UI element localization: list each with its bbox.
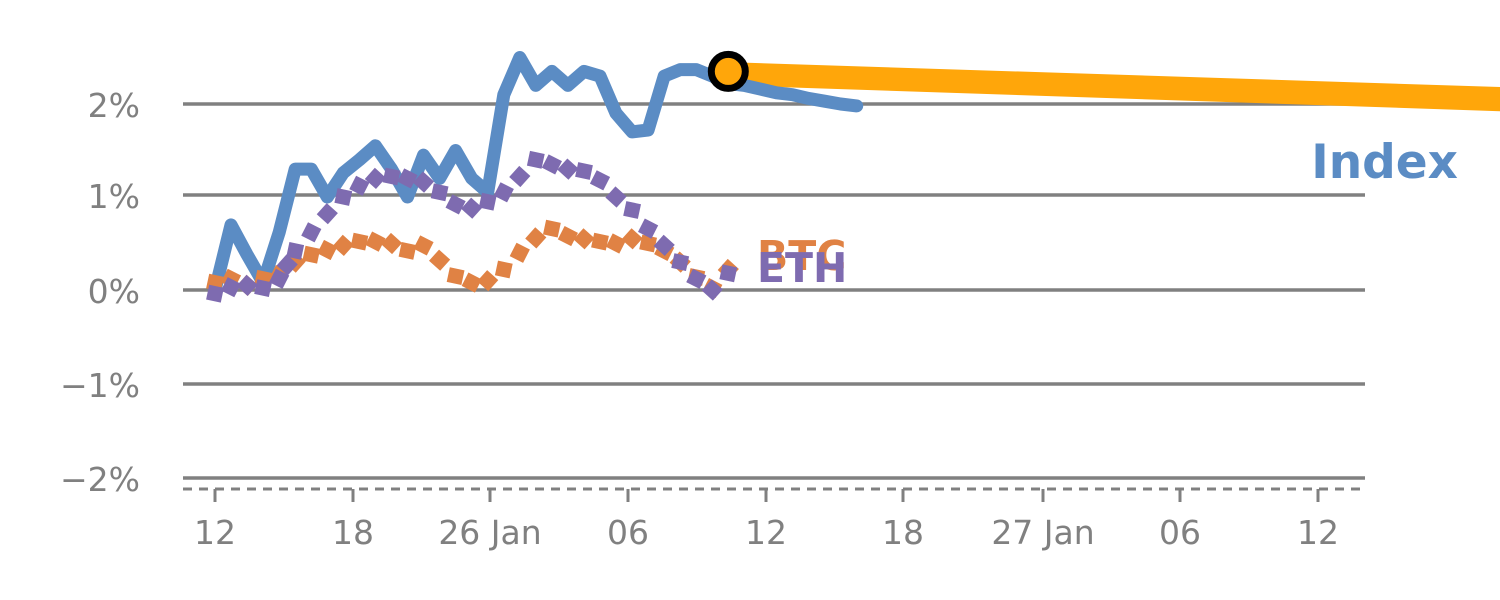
y-tick-label-neg1pct: −1% (60, 366, 140, 405)
x-tick-label-6: 18 (882, 513, 924, 552)
series-dot (477, 270, 499, 292)
series-dot (430, 183, 449, 202)
series-dot (638, 218, 659, 239)
x-tick-label-7: 27 Jan (991, 513, 1094, 552)
series-label-index: Index (1311, 135, 1458, 190)
current-value-marker[interactable] (707, 50, 749, 92)
series-dot (671, 253, 690, 271)
series-dot (525, 227, 547, 249)
x-tick-label-1: 12 (194, 513, 236, 552)
y-axis-tick-labels: 2% 1% 0% −1% −2% (60, 86, 140, 499)
x-tick-label-8: 06 (1159, 513, 1201, 552)
series-dot (412, 171, 435, 193)
series-dot (397, 168, 418, 189)
series-dot (236, 274, 258, 296)
y-tick-label-1pct: 1% (88, 177, 140, 216)
series-dot (589, 170, 611, 191)
series-dot (398, 242, 417, 260)
series-dot (206, 284, 224, 303)
series-dot (478, 192, 497, 211)
y-tick-label-2pct: 2% (88, 86, 140, 125)
series-dot (446, 267, 465, 285)
series-dot (575, 162, 593, 180)
series-dot (429, 249, 451, 271)
series-dot (269, 268, 290, 289)
series-dot (316, 203, 338, 225)
series-dot (220, 277, 242, 298)
series-dot (382, 167, 401, 186)
series-dot (543, 219, 561, 238)
series-dots-eth (206, 150, 738, 303)
series-dot (557, 226, 578, 247)
series-dot (557, 158, 579, 180)
series-dot (302, 245, 321, 264)
y-tick-label-0pct: 0% (88, 272, 140, 311)
series-dot (349, 175, 370, 196)
series-dot (461, 197, 483, 219)
series-dot (509, 165, 531, 188)
x-axis: 12 18 26 Jan 06 12 18 27 Jan 06 12 (183, 487, 1365, 552)
x-tick-label-2: 18 (332, 513, 374, 552)
series-dot (686, 268, 707, 289)
series-dot (621, 228, 643, 250)
series-dot (623, 201, 641, 219)
forecast-band-index (728, 62, 1500, 112)
series-dot (541, 154, 562, 175)
series-dot (494, 260, 513, 279)
series-dot (605, 186, 627, 208)
x-tick-label-9: 12 (1297, 513, 1339, 552)
series-dot (461, 272, 482, 293)
x-tick-label-4: 06 (607, 513, 649, 552)
series-dot (413, 235, 434, 256)
series-dot (526, 150, 545, 169)
series-dot (653, 234, 675, 256)
series-dot (701, 279, 723, 301)
series-dot (286, 242, 305, 260)
series-dot (509, 242, 530, 263)
series-dot (317, 239, 338, 261)
series-dot (380, 232, 403, 255)
series-dot (573, 228, 595, 250)
series-dot (364, 167, 386, 189)
series-dot (591, 232, 609, 251)
series-dot (301, 222, 322, 243)
series-dot (639, 234, 657, 253)
y-tick-label-neg2pct: −2% (60, 460, 140, 499)
series-dot (605, 233, 627, 254)
series-label-eth: ETH (757, 244, 847, 292)
series-dot (719, 264, 738, 283)
gridlines (183, 102, 1365, 480)
x-tick-label-3: 26 Jan (438, 513, 541, 552)
series-dot (254, 279, 272, 297)
series-dot (332, 234, 354, 256)
x-axis-ticks (213, 489, 1320, 502)
series-dot (334, 188, 353, 206)
series-label-btc: BTC (757, 232, 846, 280)
series-annotations: Index BTC ETH (757, 135, 1458, 292)
x-axis-tick-labels: 12 18 26 Jan 06 12 18 27 Jan 06 12 (194, 513, 1339, 552)
series-dot (350, 232, 369, 251)
plot-area (206, 50, 1500, 303)
series-dot (445, 194, 466, 215)
series-dot (276, 254, 298, 276)
series-dot (365, 231, 386, 252)
x-tick-label-5: 12 (745, 513, 787, 552)
series-line-index (208, 51, 864, 297)
series-dot (493, 182, 514, 203)
